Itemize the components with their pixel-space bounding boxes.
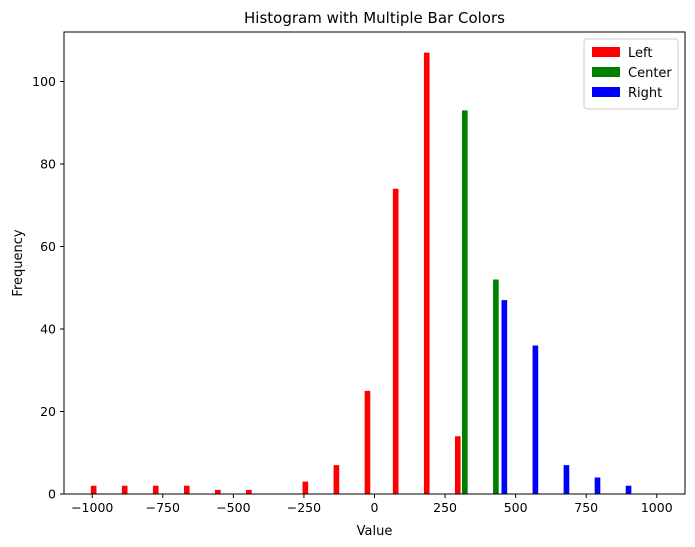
bar-left-8 bbox=[364, 390, 371, 494]
x-tick-label: −500 bbox=[216, 500, 250, 515]
x-tick-label: 0 bbox=[371, 500, 379, 515]
bar-left-1 bbox=[121, 485, 128, 494]
bar-left-5 bbox=[246, 489, 252, 494]
x-tick-label: 1000 bbox=[641, 500, 673, 515]
chart-title: Histogram with Multiple Bar Colors bbox=[244, 9, 505, 27]
bar-right-4 bbox=[625, 485, 632, 494]
bar-right-2 bbox=[563, 465, 570, 494]
legend-label-center: Center bbox=[628, 66, 672, 81]
bar-right-1 bbox=[532, 345, 539, 494]
legend: Left Center Right bbox=[583, 38, 679, 110]
bar-center-1 bbox=[493, 279, 499, 494]
y-tick-label: 40 bbox=[40, 322, 56, 337]
bar-left-3 bbox=[183, 485, 190, 494]
x-axis-title: Value bbox=[357, 524, 393, 539]
x-tick-label: −250 bbox=[287, 500, 321, 515]
y-tick-label: 20 bbox=[40, 404, 56, 419]
y-tick-label: 80 bbox=[40, 157, 56, 172]
bar-left-0 bbox=[90, 485, 97, 494]
x-tick-label: 750 bbox=[574, 500, 598, 515]
legend-label-right: Right bbox=[628, 86, 662, 101]
legend-swatch-center bbox=[592, 67, 620, 77]
legend-swatch-right bbox=[592, 87, 620, 97]
x-tick-label: 500 bbox=[504, 500, 528, 515]
legend-swatch-left bbox=[592, 47, 620, 57]
bar-left-10 bbox=[423, 52, 430, 494]
bar-right-3 bbox=[594, 477, 601, 494]
bar-left-11 bbox=[454, 436, 461, 494]
x-tick-label: −1000 bbox=[71, 500, 113, 515]
axes-layer: −1000 −750 −500 −250 0 250 500 750 1000 0 20 40 60 80… bbox=[32, 31, 686, 515]
bar-left-4 bbox=[215, 489, 221, 494]
legend-label-left: Left bbox=[628, 46, 652, 61]
bar-left-6 bbox=[302, 481, 309, 494]
y-tick-label: 100 bbox=[32, 74, 56, 89]
bar-center-0 bbox=[462, 110, 468, 494]
bar-right-0 bbox=[501, 300, 508, 494]
bar-left-2 bbox=[152, 485, 159, 494]
y-tick-label: 0 bbox=[48, 487, 56, 502]
bar-left-9 bbox=[392, 188, 399, 494]
y-axis-title: Frequency bbox=[11, 229, 26, 296]
y-tick-label: 60 bbox=[40, 239, 56, 254]
x-tick-label: 250 bbox=[433, 500, 457, 515]
bar-left-7 bbox=[333, 465, 340, 494]
x-tick-label: −750 bbox=[146, 500, 180, 515]
bars-layer bbox=[90, 52, 632, 494]
